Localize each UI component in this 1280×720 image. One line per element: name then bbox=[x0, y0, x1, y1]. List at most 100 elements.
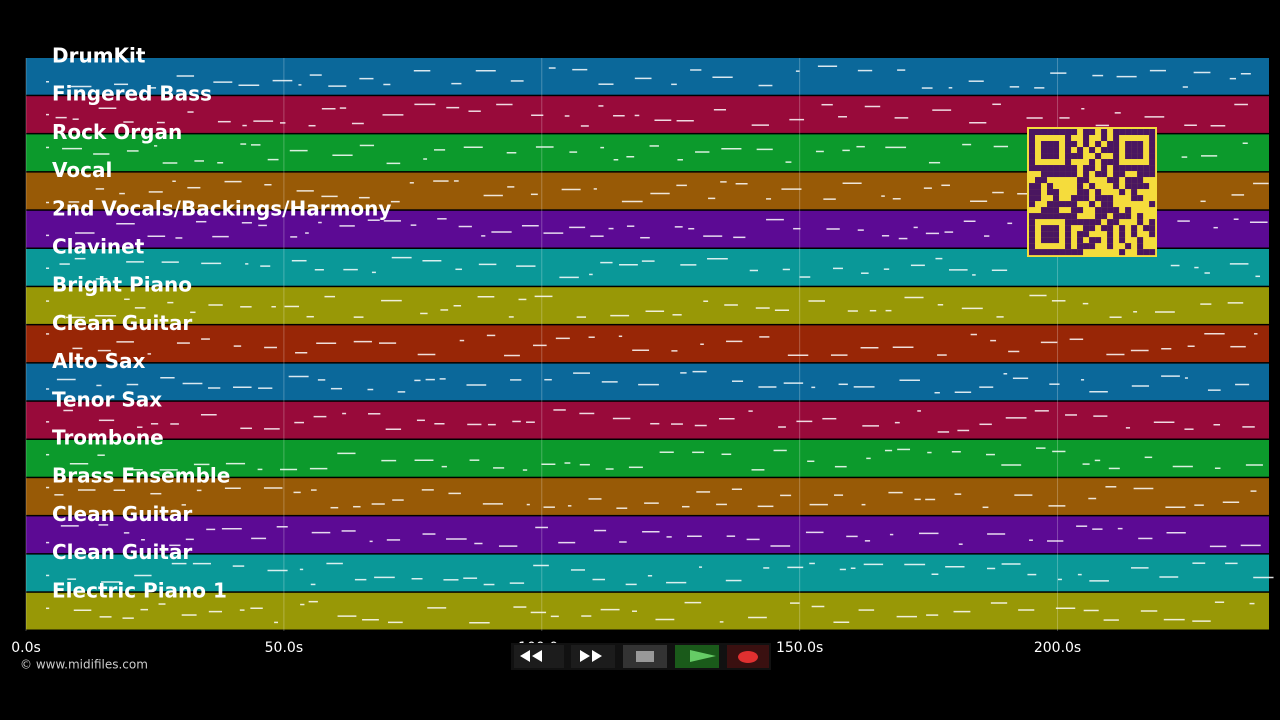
qr-cell bbox=[1125, 177, 1132, 184]
qr-cell bbox=[1047, 225, 1054, 232]
qr-cell bbox=[1149, 135, 1156, 142]
qr-cell bbox=[1047, 129, 1054, 136]
qr-cell bbox=[1035, 177, 1042, 184]
tick-label: 150.0s bbox=[776, 640, 823, 656]
qr-cell bbox=[1029, 147, 1036, 154]
track-label: Bright Piano bbox=[52, 273, 192, 297]
qr-cell bbox=[1065, 225, 1072, 232]
qr-cell bbox=[1137, 129, 1144, 136]
qr-cell bbox=[1119, 165, 1126, 172]
qr-cell bbox=[1101, 213, 1108, 220]
qr-cell bbox=[1071, 207, 1078, 214]
qr-code bbox=[1027, 127, 1157, 257]
qr-cell bbox=[1137, 195, 1144, 202]
qr-cell bbox=[1107, 225, 1114, 232]
stop-button[interactable] bbox=[623, 645, 667, 668]
qr-cell bbox=[1113, 141, 1120, 148]
qr-cell bbox=[1107, 237, 1114, 244]
forward-button[interactable] bbox=[571, 645, 615, 668]
qr-cell bbox=[1065, 213, 1072, 220]
qr-cell bbox=[1077, 249, 1084, 256]
qr-cell bbox=[1113, 147, 1120, 154]
qr-cell bbox=[1053, 225, 1060, 232]
qr-cell bbox=[1083, 135, 1090, 142]
qr-cell bbox=[1029, 141, 1036, 148]
qr-cell bbox=[1137, 171, 1144, 178]
track-label: Brass Ensemble bbox=[52, 464, 230, 488]
qr-cell bbox=[1065, 129, 1072, 136]
qr-cell bbox=[1029, 195, 1036, 202]
qr-cell bbox=[1089, 225, 1096, 232]
qr-cell bbox=[1119, 231, 1126, 238]
qr-cell bbox=[1089, 147, 1096, 154]
qr-cell bbox=[1113, 207, 1120, 214]
tick-label: 0.0s bbox=[11, 640, 41, 656]
qr-cell bbox=[1029, 219, 1036, 226]
record-icon bbox=[738, 651, 758, 663]
credit: © www.midifiles.com bbox=[20, 658, 148, 672]
qr-cell bbox=[1065, 249, 1072, 256]
qr-cell bbox=[1137, 183, 1144, 190]
qr-cell bbox=[1119, 213, 1126, 220]
qr-cell bbox=[1149, 171, 1156, 178]
qr-cell bbox=[1131, 141, 1138, 148]
qr-cell bbox=[1113, 213, 1120, 220]
track-band bbox=[26, 96, 1269, 133]
qr-cell bbox=[1125, 129, 1132, 136]
qr-cell bbox=[1137, 237, 1144, 244]
qr-cell bbox=[1047, 183, 1054, 190]
qr-cell bbox=[1047, 141, 1054, 148]
qr-cell bbox=[1113, 135, 1120, 142]
qr-cell bbox=[1065, 141, 1072, 148]
qr-cell bbox=[1029, 249, 1036, 256]
qr-cell bbox=[1149, 153, 1156, 160]
tick-label: 50.0s bbox=[265, 640, 303, 656]
qr-cell bbox=[1071, 129, 1078, 136]
qr-cell bbox=[1101, 165, 1108, 172]
qr-cell bbox=[1077, 237, 1084, 244]
qr-cell bbox=[1047, 237, 1054, 244]
qr-cell bbox=[1101, 207, 1108, 214]
qr-cell bbox=[1143, 249, 1150, 256]
qr-cell bbox=[1065, 159, 1072, 166]
qr-cell bbox=[1083, 243, 1090, 250]
qr-cell bbox=[1077, 207, 1084, 214]
qr-cell bbox=[1065, 231, 1072, 238]
qr-cell bbox=[1113, 171, 1120, 178]
qr-cell bbox=[1029, 153, 1036, 160]
qr-cell bbox=[1101, 135, 1108, 142]
track-band bbox=[26, 592, 1269, 630]
qr-cell bbox=[1083, 231, 1090, 238]
play-button[interactable] bbox=[675, 645, 719, 668]
qr-cell bbox=[1089, 165, 1096, 172]
qr-cell bbox=[1149, 231, 1156, 238]
tick-label: 200.0s bbox=[1034, 640, 1081, 656]
qr-cell bbox=[1083, 129, 1090, 136]
qr-cell bbox=[1083, 171, 1090, 178]
qr-cell bbox=[1047, 201, 1054, 208]
track-band bbox=[26, 363, 1269, 401]
qr-cell bbox=[1029, 225, 1036, 232]
qr-cell bbox=[1035, 195, 1042, 202]
qr-cell bbox=[1053, 207, 1060, 214]
track-label: Electric Piano 1 bbox=[52, 578, 227, 602]
qr-cell bbox=[1149, 225, 1156, 232]
qr-cell bbox=[1107, 195, 1114, 202]
qr-cell bbox=[1089, 219, 1096, 226]
qr-cell bbox=[1149, 141, 1156, 148]
qr-cell bbox=[1071, 201, 1078, 208]
rewind-button[interactable] bbox=[514, 645, 564, 668]
qr-cell bbox=[1131, 153, 1138, 160]
qr-cell bbox=[1047, 189, 1054, 196]
qr-cell bbox=[1053, 195, 1060, 202]
qr-cell bbox=[1077, 219, 1084, 226]
qr-cell bbox=[1107, 243, 1114, 250]
qr-cell bbox=[1137, 219, 1144, 226]
qr-cell bbox=[1107, 159, 1114, 166]
qr-cell bbox=[1077, 183, 1084, 190]
qr-cell bbox=[1101, 147, 1108, 154]
play-icon bbox=[690, 650, 716, 662]
qr-cell bbox=[1065, 165, 1072, 172]
qr-cell bbox=[1035, 183, 1042, 190]
record-button[interactable] bbox=[727, 645, 769, 668]
